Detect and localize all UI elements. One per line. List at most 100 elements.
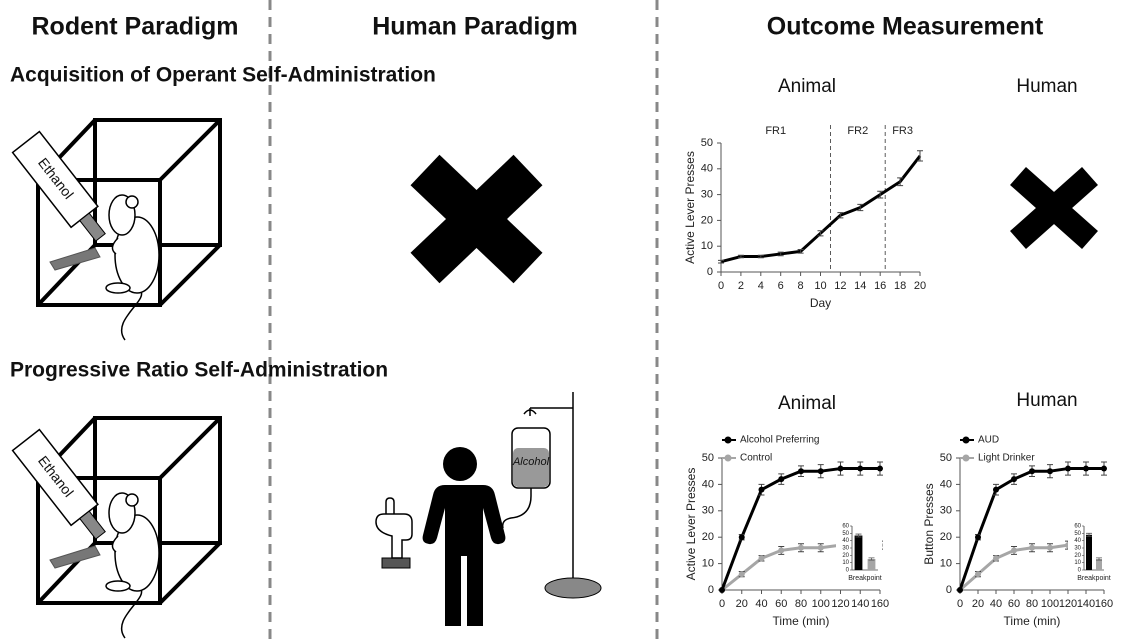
inset-tick-label: 10 <box>1074 560 1081 566</box>
y-tick-label: 10 <box>701 240 713 252</box>
y-tick-label: 50 <box>940 452 952 464</box>
data-point <box>975 571 981 577</box>
y-tick-label: 40 <box>701 163 713 175</box>
data-point <box>759 555 765 561</box>
y-tick-label: 0 <box>707 266 713 278</box>
inset-axis-label: Breakpoint <box>1077 575 1111 582</box>
legend-label: Control <box>740 453 772 464</box>
header: Outcome Measurement <box>767 13 1044 41</box>
x-tick-label: 0 <box>719 598 725 610</box>
y-tick-label: 20 <box>702 531 714 543</box>
data-point <box>739 571 745 577</box>
inset-tick-label: 20 <box>1074 553 1081 559</box>
legend-label: AUD <box>978 435 999 446</box>
x-tick-label: 80 <box>1026 598 1038 610</box>
x-tick-label: 120 <box>1059 598 1077 610</box>
x-tick-label: 8 <box>798 280 804 292</box>
data-point <box>838 466 844 472</box>
bar <box>1096 559 1102 570</box>
data-point <box>993 555 999 561</box>
inset-tick-label: 50 <box>1074 531 1081 537</box>
not-applicable-mark <box>1018 176 1090 240</box>
data-point <box>778 476 784 482</box>
phase-label: FR1 <box>765 125 786 137</box>
inset-tick-label: 30 <box>842 546 849 552</box>
y-axis-label: Button Presses <box>922 483 936 564</box>
y-tick-label: 40 <box>940 478 952 490</box>
x-tick-label: 12 <box>834 280 846 292</box>
column-label: Animal <box>778 76 836 97</box>
data-point <box>798 545 804 551</box>
x-tick-label: 14 <box>854 280 866 292</box>
not-applicable-mark <box>425 170 528 268</box>
x-tick-label: 6 <box>778 280 784 292</box>
y-tick-label: 50 <box>702 452 714 464</box>
data-point <box>1101 466 1107 472</box>
x-axis-label: Time (min) <box>773 614 830 628</box>
legend-label: Alcohol Preferring <box>740 435 819 446</box>
bar <box>1086 535 1092 570</box>
header: Human Paradigm <box>372 13 578 41</box>
inset-tick-label: 10 <box>842 560 849 566</box>
x-tick-label: 80 <box>795 598 807 610</box>
inset-tick-label: 40 <box>1074 538 1081 544</box>
bar <box>855 536 863 570</box>
inset-tick-label: 30 <box>1074 546 1081 552</box>
figure: Rodent Paradigm Human Paradigm Outcome M… <box>0 0 1124 642</box>
y-tick-label: 0 <box>946 584 952 596</box>
y-tick-label: 10 <box>940 558 952 570</box>
rodent-setup: Ethanol <box>13 418 220 638</box>
legend-swatch <box>963 437 970 444</box>
bar <box>868 559 876 570</box>
data-point <box>1011 547 1017 553</box>
x-tick-label: 120 <box>831 598 849 610</box>
x-tick-label: 40 <box>755 598 767 610</box>
legend-swatch <box>963 455 970 462</box>
data-point <box>1065 466 1071 472</box>
data-point <box>975 534 981 540</box>
x-tick-label: 0 <box>957 598 963 610</box>
data-point <box>759 487 765 493</box>
column-label: Human <box>1016 390 1077 411</box>
human-setup: Alcohol <box>376 392 601 626</box>
inset-tick-label: 40 <box>842 538 849 544</box>
data-point <box>1029 468 1035 474</box>
x-tick-label: 18 <box>894 280 906 292</box>
data-point <box>877 466 883 472</box>
data-point <box>818 468 824 474</box>
legend-swatch <box>725 455 732 462</box>
x-tick-label: 60 <box>1008 598 1020 610</box>
inset-tick-label: 60 <box>1074 524 1081 530</box>
column-label: Human <box>1016 76 1077 97</box>
x-tick-label: 100 <box>1041 598 1059 610</box>
x-tick-label: 2 <box>738 280 744 292</box>
y-tick-label: 20 <box>701 214 713 226</box>
column-label: Animal <box>778 393 836 414</box>
y-axis-label: Active Lever Presses <box>684 468 698 581</box>
inset-tick-label: 50 <box>842 531 849 537</box>
data-point <box>1011 476 1017 482</box>
y-tick-label: 10 <box>702 558 714 570</box>
x-tick-label: 20 <box>914 280 926 292</box>
phase-label: FR2 <box>847 125 868 137</box>
bag-label: Alcohol <box>512 456 550 468</box>
y-axis-label: Active Lever Presses <box>683 151 697 264</box>
rodent-setup: Ethanol <box>13 120 220 340</box>
legend-label: Light Drinker <box>978 453 1035 464</box>
data-point <box>1029 545 1035 551</box>
inset-axis-label: Breakpoint <box>848 575 882 582</box>
data-point <box>957 587 963 593</box>
y-tick-label: 0 <box>708 584 714 596</box>
section-title: Progressive Ratio Self-Administration <box>10 359 388 382</box>
x-tick-label: 140 <box>1077 598 1095 610</box>
section-title: Acquisition of Operant Self-Administrati… <box>10 64 436 87</box>
x-tick-label: 20 <box>736 598 748 610</box>
x-tick-label: 40 <box>990 598 1002 610</box>
series-line <box>721 156 920 262</box>
x-tick-label: 160 <box>1095 598 1113 610</box>
x-tick-label: 160 <box>871 598 889 610</box>
data-point <box>1047 545 1053 551</box>
x-tick-label: 16 <box>874 280 886 292</box>
data-point <box>798 468 804 474</box>
data-point <box>778 547 784 553</box>
